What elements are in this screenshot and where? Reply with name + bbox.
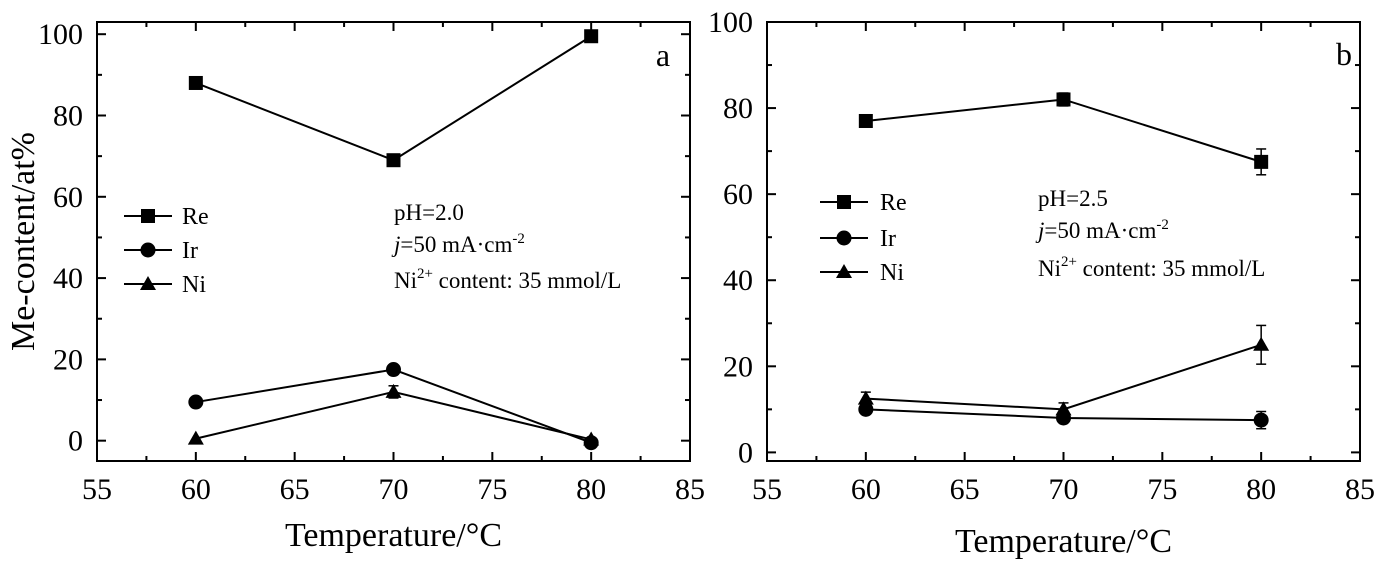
annotation-ni-content: Ni2+ content: 35 mmol/L bbox=[394, 266, 621, 293]
x-tick-label: 55 bbox=[82, 473, 112, 506]
x-tick-label: 75 bbox=[477, 473, 507, 506]
annotation-ni-content: Ni2+ content: 35 mmol/L bbox=[1038, 254, 1265, 281]
series-ir bbox=[188, 362, 599, 451]
y-axis-label: Me-content/at% bbox=[5, 132, 42, 351]
annotation-ni-charge: 2+ bbox=[417, 266, 433, 282]
series-line bbox=[195, 35, 592, 162]
annotation-j-value: =50 mA·cm bbox=[400, 232, 512, 257]
x-tick-label: 70 bbox=[1049, 473, 1079, 506]
annotation-ph: pH=2.5 bbox=[1038, 186, 1108, 211]
legend-label: Ni bbox=[182, 272, 206, 298]
annotation-ni: Ni bbox=[394, 268, 417, 293]
y-tick-label: 40 bbox=[53, 262, 83, 295]
annotation-ni-value: content: 35 mmol/L bbox=[433, 268, 621, 293]
series-line bbox=[195, 368, 592, 444]
series-re bbox=[858, 92, 1269, 176]
triangle-marker bbox=[857, 390, 874, 405]
triangle-marker bbox=[140, 276, 156, 290]
y-tick-label: 60 bbox=[723, 178, 753, 211]
circle-marker bbox=[140, 242, 156, 258]
y-tick-label: 20 bbox=[723, 350, 753, 383]
square-marker bbox=[386, 153, 401, 168]
x-tick-label: 75 bbox=[1147, 473, 1177, 506]
annotation-unit-sup: -2 bbox=[1156, 217, 1168, 233]
x-tick-label: 55 bbox=[752, 473, 782, 506]
panel-label: a bbox=[656, 37, 670, 73]
x-axis-label: Temperature/°C bbox=[955, 523, 1172, 560]
legend-entry-ni: Ni bbox=[124, 272, 206, 298]
annotation-current-density: j=50 mA·cm-2 bbox=[1035, 217, 1169, 243]
circle-marker bbox=[1253, 412, 1269, 428]
y-tick-label: 80 bbox=[53, 99, 83, 132]
panel-label: b bbox=[1336, 36, 1352, 72]
condition-annotation: pH=2.5 j=50 mA·cm-2 Ni2+ content: 35 mmol/… bbox=[1035, 186, 1265, 281]
x-tick-label: 85 bbox=[1345, 473, 1375, 506]
legend-entry-ni: Ni bbox=[820, 260, 904, 286]
y-tick-label: 0 bbox=[68, 425, 83, 458]
chart-panel-a: 55 60 65 70 75 80 85 0 20 40 60 80 100 Temperature/°C… bbox=[5, 18, 705, 554]
triangle-marker bbox=[583, 431, 600, 446]
y-tick-label: 20 bbox=[53, 343, 83, 376]
annotation-ph: pH=2.0 bbox=[394, 200, 464, 225]
triangle-marker bbox=[1055, 401, 1072, 416]
legend-label: Re bbox=[182, 204, 209, 230]
circle-marker bbox=[386, 362, 401, 378]
annotation-j-symbol: j bbox=[1035, 218, 1044, 243]
circle-marker bbox=[836, 230, 852, 246]
y-tick-label: 100 bbox=[38, 18, 83, 51]
legend-label: Re bbox=[880, 190, 907, 216]
square-marker bbox=[837, 195, 851, 209]
square-marker bbox=[584, 29, 599, 44]
circle-marker bbox=[188, 394, 204, 410]
triangle-marker bbox=[385, 383, 402, 398]
annotation-current-density: j=50 mA·cm-2 bbox=[391, 231, 525, 257]
annotation-ni-value: content: 35 mmol/L bbox=[1077, 256, 1265, 281]
x-tick-label: 80 bbox=[576, 473, 606, 506]
square-marker bbox=[141, 209, 155, 223]
x-tick-label: 65 bbox=[950, 473, 980, 506]
condition-annotation: pH=2.0 j=50 mA·cm-2 Ni2+ content: 35 mmol/… bbox=[391, 200, 621, 293]
legend-entry-re: Re bbox=[820, 190, 907, 216]
square-marker bbox=[188, 75, 203, 90]
square-marker bbox=[858, 113, 873, 128]
series-ni bbox=[187, 383, 600, 446]
annotation-unit-sup: -2 bbox=[512, 231, 524, 247]
annotation-j-value: =50 mA·cm bbox=[1044, 218, 1156, 243]
series-line bbox=[865, 98, 1262, 163]
legend-label: Ir bbox=[880, 226, 896, 252]
legend-entry-ir: Ir bbox=[124, 238, 198, 264]
annotation-ni: Ni bbox=[1038, 256, 1061, 281]
annotation-ni-charge: 2+ bbox=[1061, 254, 1077, 270]
y-tick-label: 0 bbox=[738, 436, 753, 469]
x-tick-label: 80 bbox=[1246, 473, 1276, 506]
x-tick-label: 70 bbox=[379, 473, 409, 506]
y-tick-label: 40 bbox=[723, 264, 753, 297]
series-ni bbox=[857, 324, 1270, 417]
triangle-marker bbox=[1253, 336, 1270, 351]
x-axis-label: Temperature/°C bbox=[285, 517, 502, 554]
series-line bbox=[195, 390, 592, 441]
series-ir bbox=[858, 401, 1269, 430]
legend-entry-ir: Ir bbox=[820, 226, 896, 252]
x-tick-label: 65 bbox=[280, 473, 310, 506]
square-marker bbox=[1056, 92, 1071, 107]
triangle-marker bbox=[836, 264, 852, 278]
legend-entry-re: Re bbox=[124, 204, 209, 230]
y-tick-label: 100 bbox=[708, 6, 753, 39]
triangle-marker bbox=[187, 430, 204, 445]
chart-panel-b: 55 60 65 70 75 80 85 0 20 40 60 80 100 Temperature/°C… bbox=[708, 6, 1375, 560]
legend-label: Ni bbox=[880, 260, 904, 286]
annotation-j-symbol: j bbox=[391, 232, 400, 257]
square-marker bbox=[1254, 154, 1269, 169]
y-tick-label: 80 bbox=[723, 92, 753, 125]
legend-label: Ir bbox=[182, 238, 198, 264]
x-tick-label: 60 bbox=[181, 473, 211, 506]
x-tick-label: 60 bbox=[851, 473, 881, 506]
x-tick-label: 85 bbox=[675, 473, 705, 506]
series-re bbox=[188, 29, 599, 168]
y-tick-label: 60 bbox=[53, 181, 83, 214]
series-line bbox=[865, 343, 1262, 411]
